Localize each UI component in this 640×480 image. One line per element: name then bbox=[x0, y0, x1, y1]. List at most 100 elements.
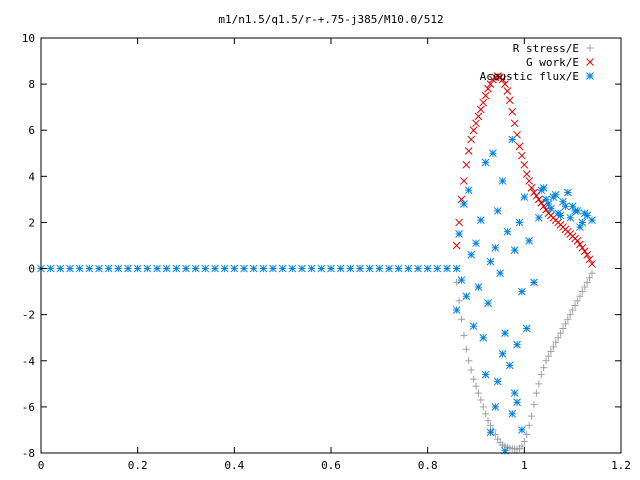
data-point bbox=[547, 348, 555, 356]
data-point bbox=[476, 105, 485, 114]
data-point bbox=[433, 264, 442, 273]
legend-marker bbox=[586, 58, 594, 66]
data-point bbox=[547, 204, 555, 213]
y-tick-label: -4 bbox=[22, 355, 36, 368]
data-point bbox=[124, 264, 132, 273]
data-point bbox=[576, 240, 584, 249]
data-point bbox=[458, 315, 465, 323]
data-point bbox=[585, 255, 594, 264]
y-tick-label: 0 bbox=[28, 263, 35, 276]
data-point bbox=[278, 264, 287, 273]
data-point bbox=[469, 322, 478, 331]
y-tick-label: 4 bbox=[28, 170, 35, 183]
x-tick-label: 0.4 bbox=[224, 459, 244, 472]
axes: 0 0.2 0.4 0.6 0.8 1 1.2 -8 -6 -4 -2 0 2 4 6 8 10 bbox=[22, 32, 631, 472]
data-point bbox=[133, 264, 142, 273]
x-tick-label: 1 bbox=[521, 459, 528, 472]
data-point bbox=[501, 329, 509, 337]
data-point bbox=[508, 107, 517, 116]
data-point bbox=[460, 177, 468, 185]
data-point bbox=[464, 147, 473, 155]
data-point bbox=[259, 264, 268, 273]
data-point bbox=[249, 264, 258, 273]
x-tick-label: 0.6 bbox=[321, 459, 341, 472]
data-point bbox=[513, 340, 521, 349]
data-point bbox=[530, 401, 538, 409]
data-point bbox=[191, 264, 200, 273]
data-point bbox=[143, 264, 152, 273]
data-point bbox=[588, 260, 596, 268]
data-point bbox=[520, 193, 529, 201]
data-point bbox=[549, 343, 557, 351]
data-point bbox=[566, 213, 575, 222]
data-point bbox=[566, 311, 574, 319]
data-point bbox=[491, 243, 500, 252]
data-point bbox=[472, 239, 480, 248]
chart-title: m1/n1.5/q1.5/r-+.75-j385/M10.0/512 bbox=[218, 13, 443, 26]
legend-label: Acoustic flux/E bbox=[480, 70, 579, 83]
data-point bbox=[211, 264, 219, 273]
data-point bbox=[542, 195, 550, 204]
data-point bbox=[327, 264, 335, 273]
y-tick-label: 6 bbox=[28, 124, 35, 137]
x-tick-label: 0.8 bbox=[418, 459, 438, 472]
data-point bbox=[240, 264, 248, 273]
data-point bbox=[518, 287, 526, 296]
data-point bbox=[455, 218, 463, 227]
data-point bbox=[462, 292, 471, 301]
data-point bbox=[522, 324, 531, 333]
data-point bbox=[496, 269, 505, 278]
data-point bbox=[556, 211, 565, 220]
data-point bbox=[525, 237, 534, 245]
data-point bbox=[510, 119, 519, 128]
data-point bbox=[356, 264, 364, 273]
data-point bbox=[510, 246, 519, 254]
data-point bbox=[515, 142, 524, 151]
data-point bbox=[481, 370, 490, 379]
data-point bbox=[523, 431, 531, 439]
data-point bbox=[75, 264, 84, 273]
data-point bbox=[535, 380, 543, 388]
data-point bbox=[573, 237, 582, 245]
data-point bbox=[486, 428, 495, 437]
data-point bbox=[576, 223, 584, 231]
data-point bbox=[554, 334, 562, 342]
data-point bbox=[498, 75, 507, 84]
data-point bbox=[469, 126, 478, 135]
series-2 bbox=[37, 135, 596, 455]
data-point bbox=[472, 119, 480, 128]
y-tick-label: 10 bbox=[22, 32, 35, 45]
data-point bbox=[472, 382, 480, 390]
data-point bbox=[201, 264, 210, 273]
y-tick-label: 8 bbox=[28, 78, 35, 91]
data-point bbox=[532, 192, 541, 200]
data-point bbox=[467, 135, 476, 144]
data-point bbox=[489, 149, 497, 158]
x-tick-label: 0.2 bbox=[128, 459, 148, 472]
legend-label: R stress/E bbox=[513, 42, 579, 55]
data-point bbox=[423, 264, 432, 273]
data-point bbox=[532, 389, 540, 397]
data-point bbox=[501, 80, 509, 88]
data-point bbox=[182, 264, 190, 273]
data-point bbox=[414, 264, 422, 273]
data-point bbox=[452, 241, 461, 250]
data-point bbox=[588, 216, 596, 224]
data-point bbox=[455, 297, 463, 305]
data-point bbox=[464, 186, 473, 195]
data-point bbox=[481, 91, 490, 100]
data-point bbox=[493, 207, 502, 215]
plot-area bbox=[37, 72, 596, 455]
data-point bbox=[474, 389, 482, 397]
data-point bbox=[46, 264, 55, 273]
data-point bbox=[465, 357, 473, 365]
data-point bbox=[394, 264, 403, 273]
data-point bbox=[578, 243, 587, 252]
data-point bbox=[375, 264, 384, 273]
data-point bbox=[505, 96, 514, 105]
data-point bbox=[520, 437, 528, 445]
data-point bbox=[479, 333, 488, 342]
data-point bbox=[56, 264, 65, 273]
data-point bbox=[482, 410, 490, 418]
